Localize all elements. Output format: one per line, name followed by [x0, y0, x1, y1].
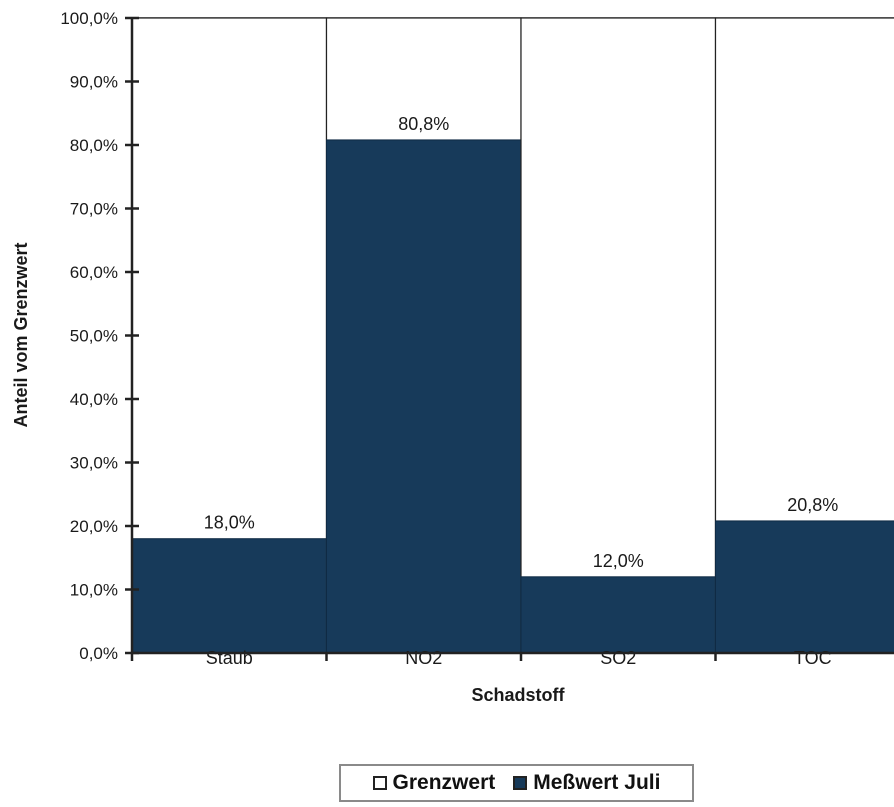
- data-label-no2: 80,8%: [398, 114, 449, 134]
- y-tick-label: 60,0%: [70, 263, 118, 282]
- data-label-so2: 12,0%: [593, 551, 644, 571]
- y-tick-label: 30,0%: [70, 454, 118, 473]
- legend-item-messwert: Meßwert Juli: [513, 771, 660, 795]
- legend-swatch-grenzwert: [372, 776, 387, 790]
- bar-messwert-no2: [326, 139, 522, 654]
- bar-messwert-so2: [520, 576, 716, 654]
- y-tick-label: 100,0%: [60, 9, 118, 28]
- y-tick-label: 10,0%: [70, 581, 118, 600]
- x-axis: Staub NO2 SO2 TOC: [130, 648, 894, 668]
- legend-label-grenzwert: Grenzwert: [392, 771, 496, 794]
- x-tick-label-staub: Staub: [206, 648, 253, 668]
- x-tick-label-toc: TOC: [794, 648, 832, 668]
- x-tick-label-so2: SO2: [600, 648, 636, 668]
- data-labels: 18,0% 80,8% 12,0% 20,8%: [204, 114, 839, 571]
- bar-messwert-toc: [715, 520, 894, 654]
- y-tick-label: 20,0%: [70, 517, 118, 536]
- data-label-toc: 20,8%: [787, 495, 838, 515]
- y-axis: 0,0% 10,0% 20,0% 30,0% 40,0% 50,0% 60,0% 70,0% 8…: [60, 9, 139, 663]
- y-tick-label: 40,0%: [70, 390, 118, 409]
- y-tick-label: 90,0%: [70, 73, 118, 92]
- y-axis-title: Anteil vom Grenzwert: [11, 242, 31, 427]
- data-label-staub: 18,0%: [204, 513, 255, 533]
- bar-chart: 18,0% 80,8% 12,0% 20,8% 0,0% 10,0% 20,0% 30,0%…: [11, 9, 894, 705]
- y-tick-label: 0,0%: [79, 644, 118, 663]
- x-axis-title: Schadstoff: [471, 685, 565, 705]
- bars: [131, 17, 894, 654]
- y-tick-label: 50,0%: [70, 327, 118, 346]
- bar-messwert-staub: [131, 538, 327, 654]
- x-tick-label-no2: NO2: [405, 648, 442, 668]
- legend-item-grenzwert: Grenzwert: [372, 771, 496, 795]
- y-tick-label: 70,0%: [70, 200, 118, 219]
- legend-label-messwert: Meßwert Juli: [533, 771, 661, 794]
- legend: Grenzwert Meßwert Juli: [339, 764, 694, 802]
- y-tick-label: 80,0%: [70, 136, 118, 155]
- legend-swatch-messwert: [513, 776, 528, 790]
